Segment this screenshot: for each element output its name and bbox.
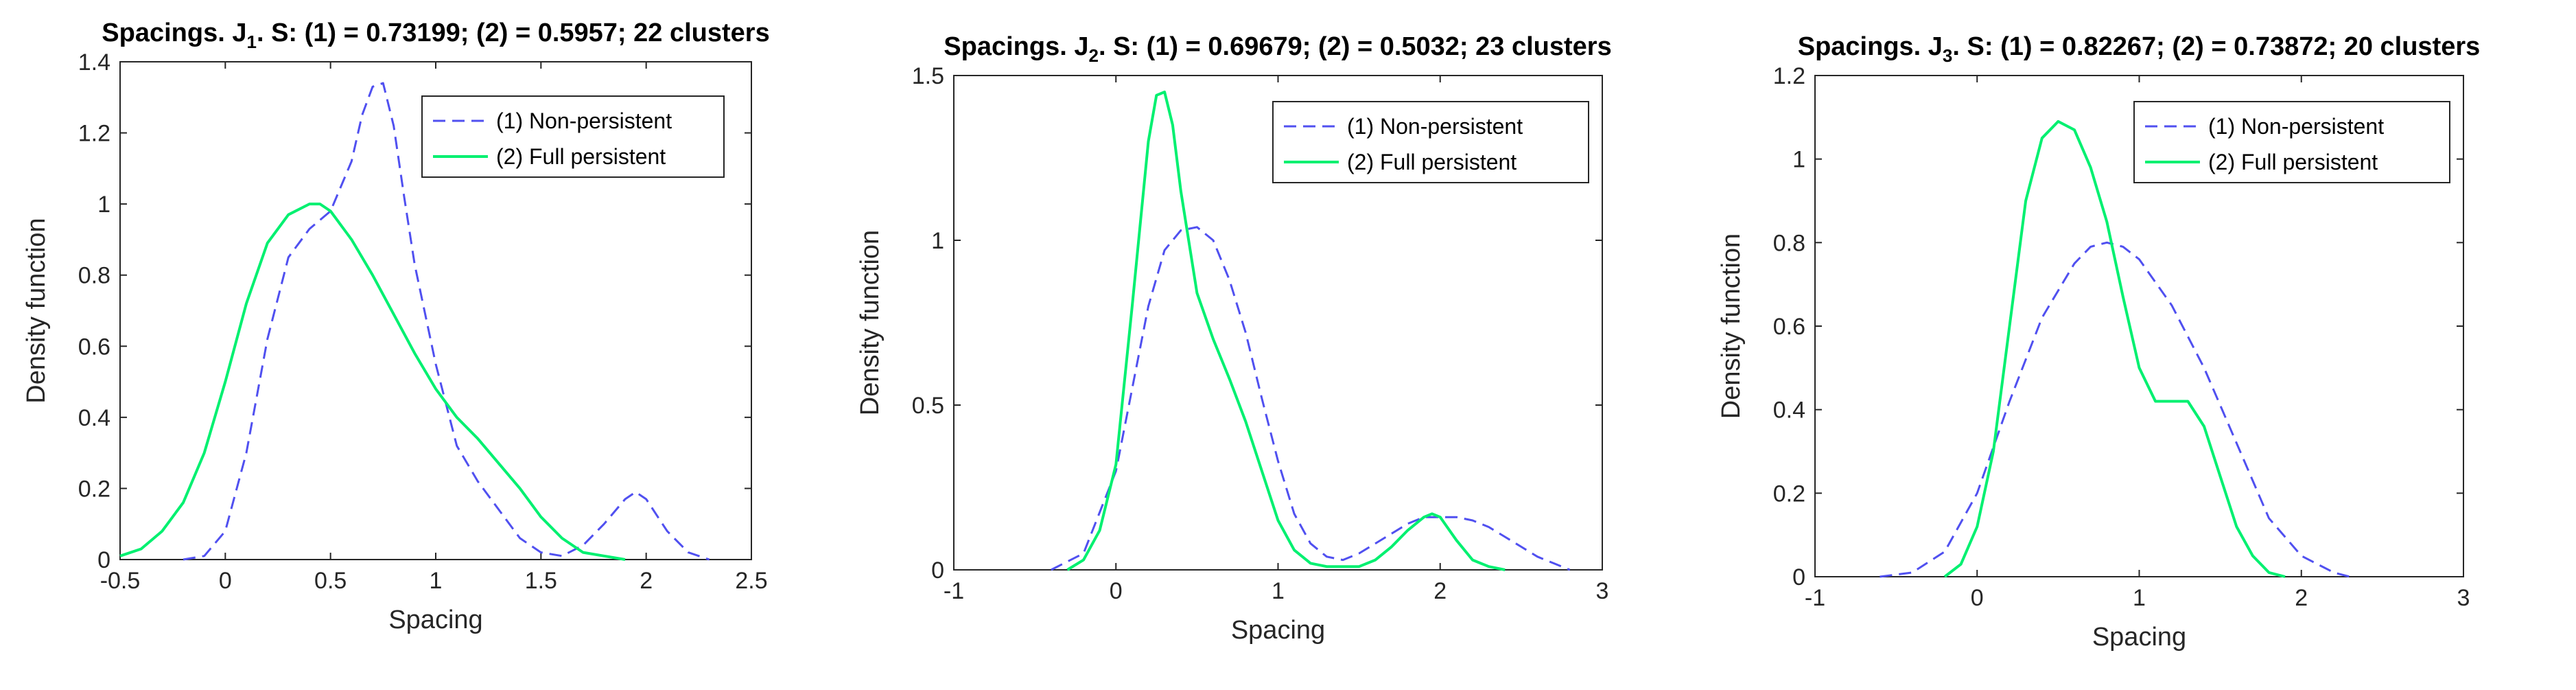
y-axis-label: Density function	[1717, 233, 1746, 419]
chart-title: Spacings. J1. S: (1) = 0.73199; (2) = 0.…	[102, 19, 769, 52]
legend-entry: (2) Full persistent	[2208, 150, 2378, 174]
chart-panel-1: Spacings. J1. S: (1) = 0.73199; (2) = 0.…	[22, 19, 770, 634]
series-line-full-persistent	[1066, 91, 1506, 571]
y-tick-label: 0.4	[78, 405, 110, 431]
legend-entry: (2) Full persistent	[496, 144, 666, 169]
x-tick-label: -1	[944, 578, 964, 604]
x-axis-label: Spacing	[388, 606, 482, 634]
x-tick-label: 3	[1596, 578, 1609, 604]
y-tick-label: 1.2	[1773, 63, 1805, 89]
x-tick-label: 1	[2133, 585, 2146, 611]
y-axis-label: Density function	[22, 218, 51, 403]
x-axis-label: Spacing	[1231, 616, 1325, 645]
legend-entry: (2) Full persistent	[1347, 150, 1517, 174]
chart-title: Spacings. J3. S: (1) = 0.82267; (2) = 0.…	[1798, 32, 2481, 66]
y-tick-label: 0.6	[78, 334, 110, 360]
y-tick-label: 0	[931, 557, 944, 584]
legend-entry: (1) Non-persistent	[496, 108, 672, 133]
legend: (1) Non-persistent (2) Full persistent	[2133, 101, 2450, 183]
chart-title: Spacings. J2. S: (1) = 0.69679; (2) = 0.…	[944, 32, 1611, 66]
x-tick-label: 0.5	[314, 568, 347, 594]
legend: (1) Non-persistent (2) Full persistent	[1272, 101, 1589, 183]
x-axis-label: Spacing	[2092, 623, 2186, 652]
x-tick-label: 0	[219, 568, 232, 594]
x-tick-label: 1	[1272, 578, 1285, 604]
legend-box	[421, 95, 725, 178]
x-tick-label: 2	[2295, 585, 2308, 611]
legend-box	[1272, 101, 1589, 183]
y-tick-label: 1	[97, 192, 110, 218]
x-tick-label: 0	[1971, 585, 1984, 611]
x-tick-label: 1.5	[525, 568, 557, 594]
y-tick-label: 0.5	[912, 393, 944, 419]
x-tick-label: 2	[640, 568, 653, 594]
y-tick-label: 1	[931, 228, 944, 254]
y-tick-label: 0.6	[1773, 314, 1805, 340]
series-line-non-persistent	[1880, 241, 2350, 578]
y-axis-label: Density function	[856, 230, 885, 415]
legend-box	[2133, 101, 2450, 183]
y-tick-label: 0	[97, 547, 110, 573]
legend-entry: (1) Non-persistent	[2208, 114, 2384, 139]
series-line-full-persistent	[119, 203, 626, 561]
y-tick-label: 1	[1792, 147, 1805, 173]
y-tick-label: 0	[1792, 564, 1805, 590]
chart-panel-3: Spacings. J3. S: (1) = 0.82267; (2) = 0.…	[1717, 32, 2480, 652]
legend: (1) Non-persistent (2) Full persistent	[421, 95, 725, 178]
x-tick-label: -0.5	[100, 568, 141, 594]
x-tick-label: 0	[1110, 578, 1123, 604]
x-tick-label: 2	[1433, 578, 1447, 604]
y-tick-label: 1.5	[912, 63, 944, 89]
x-tick-label: -1	[1805, 585, 1825, 611]
chart-panel-2: Spacings. J2. S: (1) = 0.69679; (2) = 0.…	[856, 32, 1612, 645]
series-line-non-persistent	[183, 82, 710, 561]
y-tick-label: 0.2	[1773, 481, 1805, 507]
legend-entry: (1) Non-persistent	[1347, 114, 1523, 139]
x-tick-label: 2.5	[735, 568, 767, 594]
y-tick-label: 0.8	[1773, 230, 1805, 256]
y-tick-label: 0.4	[1773, 398, 1805, 424]
y-tick-label: 0.2	[78, 476, 110, 502]
y-tick-label: 1.2	[78, 121, 110, 147]
series-line-non-persistent	[1051, 226, 1571, 571]
y-tick-label: 0.8	[78, 263, 110, 289]
x-tick-label: 3	[2457, 585, 2470, 611]
y-tick-label: 1.4	[78, 49, 110, 76]
x-tick-label: 1	[430, 568, 443, 594]
series-line-full-persistent	[1943, 119, 2286, 578]
